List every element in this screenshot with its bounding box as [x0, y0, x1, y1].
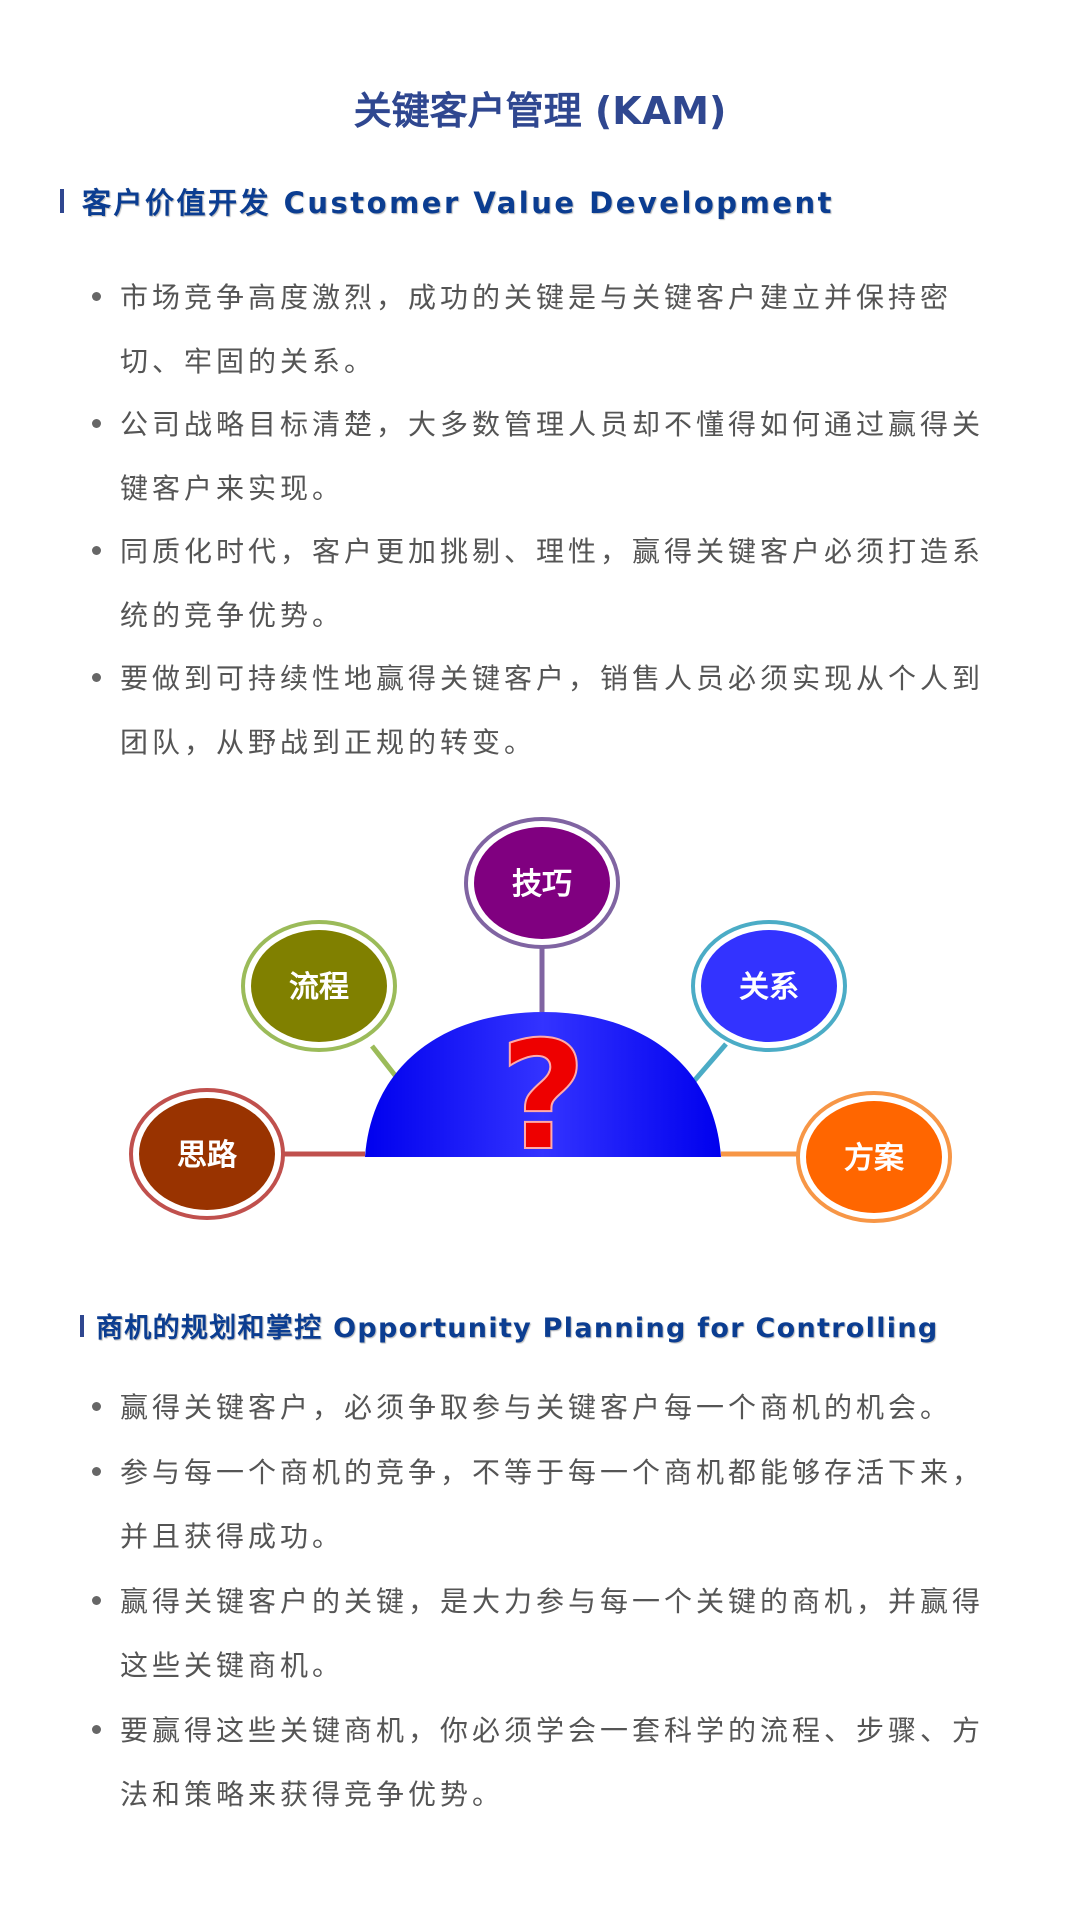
bullet-text-line: 键客户来实现。	[120, 471, 345, 505]
diagram-node: 思路	[129, 1088, 285, 1220]
node-label: 流程	[289, 970, 349, 1005]
center-dome	[365, 1012, 721, 1157]
question-mark-icon: ?	[499, 1010, 586, 1184]
bullet-dot-icon	[92, 1466, 101, 1476]
node-label: 思路	[177, 1138, 238, 1173]
bullet-dot-icon	[92, 419, 101, 428]
bullet-item: 市场竞争高度激烈，成功的关键是与关键客户建立并保持密 切、牢固的关系。	[92, 266, 1032, 393]
bullet-item: 参与每一个商机的竞争，不等于每一个商机都能够存活下来， 并且获得成功。	[92, 1441, 1032, 1570]
heading-bar	[80, 1314, 84, 1337]
node-label: 技巧	[512, 867, 572, 902]
bullet-text-line: 参与每一个商机的竞争，不等于每一个商机都能够存活下来，	[120, 1455, 985, 1489]
bullet-item: 赢得关键客户的关键，是大力参与每一个关键的商机，并赢得 这些关键商机。	[92, 1570, 1032, 1699]
bullet-item: 公司战略目标清楚，大多数管理人员却不懂得如何通过赢得关 键客户来实现。	[92, 393, 1032, 520]
bullet-dot-icon	[92, 546, 101, 555]
bullet-list-opportunity-planning: 赢得关键客户，必须争取参与关键客户每一个商机的机会。 参与每一个商机的竞争，不等于…	[92, 1376, 1032, 1828]
node-circle	[251, 930, 387, 1042]
bullet-text-line: 并且获得成功。	[120, 1520, 345, 1553]
page-title: 关键客户管理 (KAM)	[353, 89, 727, 133]
bullet-text-line: 赢得关键客户，必须争取参与关键客户每一个商机的机会。	[120, 1391, 953, 1424]
section-heading-text: 商机的规划和掌控 Opportunity Planning for Contro…	[96, 1313, 939, 1344]
node-circle	[139, 1098, 275, 1210]
bullet-item: 要做到可持续性地赢得关键客户，销售人员必须实现从个人到 团队，从野战到正规的转变。	[92, 647, 1032, 774]
bullet-text-line: 赢得关键客户的关键，是大力参与每一个关键的商机，并赢得	[120, 1584, 985, 1618]
bullet-item: 要赢得这些关键商机，你必须学会一套科学的流程、步骤、方 法和策略来获得竞争优势。	[92, 1699, 1032, 1828]
bullet-text-line: 要做到可持续性地赢得关键客户，销售人员必须实现从个人到	[120, 662, 985, 695]
bullet-list-customer-value: 市场竞争高度激烈，成功的关键是与关键客户建立并保持密 切、牢固的关系。 公司战略目标…	[92, 266, 1032, 774]
bullet-text-line: 市场竞争高度激烈，成功的关键是与关键客户建立并保持密	[120, 281, 953, 314]
bullet-item: 赢得关键客户，必须争取参与关键客户每一个商机的机会。	[92, 1376, 1032, 1441]
bullet-text-line: 这些关键商机。	[120, 1649, 345, 1682]
bullet-text-line: 切、牢固的关系。	[120, 344, 377, 378]
node-circle	[474, 827, 610, 939]
node-circle	[701, 930, 837, 1042]
bullet-dot-icon	[92, 673, 101, 682]
bullet-dot-icon	[92, 1724, 101, 1734]
bullet-dot-icon	[92, 1402, 101, 1411]
bullet-dot-icon	[92, 1595, 101, 1605]
section-heading-opportunity-planning: 商机的规划和掌控 Opportunity Planning for Contro…	[80, 1306, 938, 1345]
bullet-text-line: 公司战略目标清楚，大多数管理人员却不懂得如何通过赢得关	[120, 408, 985, 441]
node-circle	[806, 1101, 942, 1213]
bullet-text-line: 团队，从野战到正规的转变。	[120, 725, 537, 759]
diagram-node: 流程	[241, 920, 397, 1052]
bullet-text-line: 法和策略来获得竞争优势。	[120, 1778, 505, 1811]
node-label: 关系	[739, 970, 799, 1005]
bullet-item: 同质化时代，客户更加挑剔、理性，赢得关键客户必须打造系 统的竞争优势。	[92, 520, 1032, 647]
section-heading-text: 客户价值开发 Customer Value Development	[82, 186, 834, 220]
bullet-text-line: 同质化时代，客户更加挑剔、理性，赢得关键客户必须打造系	[120, 535, 985, 568]
diagram-node: 方案	[796, 1091, 952, 1223]
node-label: 方案	[844, 1141, 905, 1176]
section-heading-customer-value: 客户价值开发 Customer Value Development	[60, 180, 834, 222]
heading-bar	[60, 189, 64, 213]
diagram-node: 关系	[691, 920, 847, 1052]
diagram-node: 技巧	[464, 817, 620, 949]
bullet-text-line: 统的竞争优势。	[120, 598, 345, 632]
bullet-text-line: 要赢得这些关键商机，你必须学会一套科学的流程、步骤、方	[120, 1713, 985, 1747]
bullet-dot-icon	[92, 292, 101, 301]
